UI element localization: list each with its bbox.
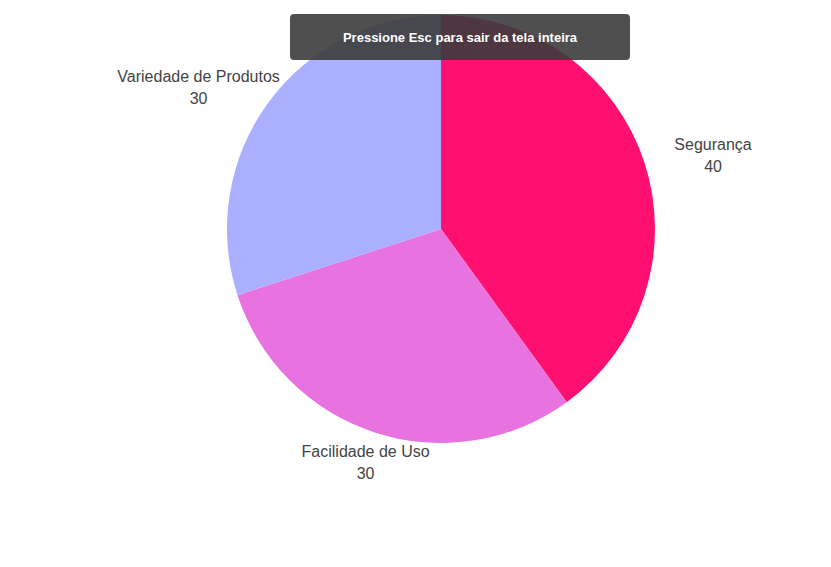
html-text:Pressione Esc para sair da tel: Pressione Esc para sair da tela inteira <box>342 29 578 45</box>
svg-text:Variedade de Produtos30: Variedade de Produtos30 <box>117 68 279 107</box>
svg-text:Facilidade de Uso30: Facilidade de Uso30 <box>302 443 430 482</box>
svg-text:Segurança40: Segurança40 <box>674 136 751 175</box>
